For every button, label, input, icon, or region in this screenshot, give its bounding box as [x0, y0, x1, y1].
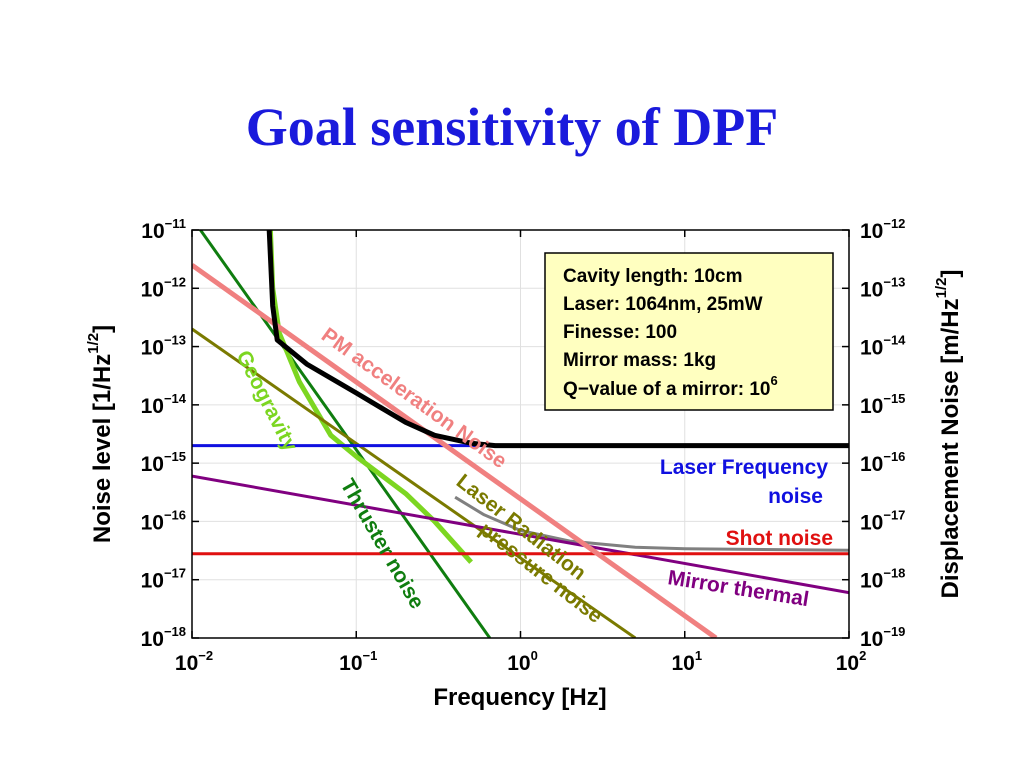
y-tick-label: 10−14: [141, 391, 187, 418]
y2-tick-label: 10−18: [860, 566, 905, 593]
parameters-box: Cavity length: 10cm Laser: 1064nm, 25mW …: [544, 252, 834, 411]
x-tick-label-exp: 2: [859, 648, 866, 663]
x-tick-label-exp: 0: [531, 648, 538, 663]
y-tick-label-base: 10: [141, 220, 164, 243]
x-tick-label: 100: [507, 648, 538, 675]
y-tick-label-exp: −16: [164, 507, 186, 522]
param-mirror-mass: Mirror mass: 1kg: [563, 350, 716, 371]
y2-axis-title-sup: 1/2: [933, 278, 950, 299]
x-tick-label-exp: −2: [198, 648, 213, 663]
x-axis-title: Frequency [Hz]: [433, 684, 606, 711]
y-tick-label: 10−17: [141, 566, 186, 593]
y2-tick-label: 10−17: [860, 507, 905, 534]
series-pm-acceleration-noise: [192, 263, 718, 638]
axis-ticks: 10−2 10−1 100 101 10210−1810−1710−1610−1510−…: [141, 216, 907, 675]
y2-tick-label: 10−15: [860, 391, 905, 418]
y-tick-label: 10−11: [141, 216, 186, 243]
x-tick-label: 101: [671, 648, 702, 675]
x-tick-label-exp: 1: [695, 648, 702, 663]
y-tick-label: 10−16: [141, 507, 186, 534]
y2-tick-label-base: 10: [860, 570, 883, 593]
y2-tick-label-base: 10: [860, 628, 883, 651]
y2-tick-label-exp: −18: [883, 566, 905, 581]
x-tick-label-base: 10: [339, 652, 362, 675]
y-tick-label-base: 10: [141, 453, 164, 476]
y-tick-label-exp: −14: [164, 391, 187, 406]
y2-tick-label: 10−19: [860, 624, 905, 651]
y-tick-label-exp: −17: [164, 566, 186, 581]
y2-tick-label-exp: −15: [883, 391, 905, 406]
param-q-value-text: Q−value of a mirror: 10: [563, 379, 771, 400]
y2-tick-label-exp: −19: [883, 624, 905, 639]
noise-curves: [192, 230, 849, 638]
y2-tick-label-base: 10: [860, 511, 883, 534]
y2-tick-label: 10−16: [860, 449, 905, 476]
x-tick-label: 10−2: [175, 648, 213, 675]
y2-tick-label: 10−12: [860, 216, 905, 243]
x-tick-label-base: 10: [507, 652, 530, 675]
y-tick-label: 10−15: [141, 449, 186, 476]
y-tick-label-base: 10: [141, 511, 164, 534]
x-tick-label: 102: [836, 648, 867, 675]
param-q-value: Q−value of a mirror: 106: [563, 373, 778, 400]
y2-tick-label-base: 10: [860, 395, 883, 418]
y-axis-title-main: Noise level [1/Hz: [89, 354, 116, 543]
series-laser-radiation-pressure-noise: [192, 327, 637, 638]
y2-tick-label-exp: −17: [883, 507, 905, 522]
param-q-value-exponent: 6: [771, 373, 778, 388]
series-mirror-thermal: [192, 474, 849, 595]
label-laser-frequency-noise: noise: [768, 485, 823, 508]
param-laser: Laser: 1064nm, 25mW: [563, 294, 763, 315]
y-tick-label-exp: −13: [164, 333, 186, 348]
y2-tick-label-exp: −14: [883, 333, 906, 348]
x-tick-label-base: 10: [671, 652, 694, 675]
x-tick-label-exp: −1: [363, 648, 378, 663]
y2-tick-label-exp: −13: [883, 274, 905, 289]
y-tick-label-exp: −15: [164, 449, 186, 464]
y-tick-label-base: 10: [141, 337, 164, 360]
label-laser-frequency: Laser Frequency: [660, 456, 828, 479]
y2-tick-label-base: 10: [860, 220, 883, 243]
label-shot-noise: Shot noise: [726, 527, 833, 550]
y2-axis-title: Displacement Noise [m/Hz1/2]: [933, 270, 964, 599]
y2-tick-label-base: 10: [860, 453, 883, 476]
y-axis-title-end: ]: [89, 325, 116, 333]
y-tick-label: 10−18: [141, 624, 186, 651]
y2-tick-label-base: 10: [860, 337, 883, 360]
y-axis-title-sup: 1/2: [85, 333, 102, 354]
series-thruster-noise: [198, 230, 492, 638]
y2-tick-label-exp: −16: [883, 449, 905, 464]
slide-title: Goal sensitivity of DPF: [245, 97, 779, 157]
y2-axis-title-end: ]: [937, 270, 964, 278]
y-tick-label-exp: −18: [164, 624, 186, 639]
param-finesse: Finesse: 100: [563, 322, 677, 343]
y-tick-label-base: 10: [141, 628, 164, 651]
y2-tick-label: 10−13: [860, 274, 905, 301]
x-tick-label-base: 10: [836, 652, 859, 675]
y-tick-label-exp: −11: [165, 216, 186, 231]
y-axis-title: Noise level [1/Hz1/2]: [85, 325, 116, 543]
y-tick-label-base: 10: [141, 570, 164, 593]
y-tick-label-base: 10: [141, 395, 164, 418]
y-tick-label-exp: −12: [164, 274, 186, 289]
param-cavity-length: Cavity length: 10cm: [563, 266, 743, 287]
y2-tick-label-base: 10: [860, 278, 883, 301]
x-tick-label: 10−1: [339, 648, 377, 675]
curve-group: [192, 230, 849, 638]
y-tick-label-base: 10: [141, 278, 164, 301]
y2-tick-label-exp: −12: [883, 216, 905, 231]
y2-axis-title-main: Displacement Noise [m/Hz: [937, 298, 964, 598]
y-tick-label: 10−13: [141, 333, 186, 360]
y2-tick-label: 10−14: [860, 333, 906, 360]
x-tick-label-base: 10: [175, 652, 198, 675]
series-curve-8: [266, 230, 849, 449]
series-curve-3: [454, 495, 849, 552]
y-tick-label: 10−12: [141, 274, 186, 301]
parameters-box-background: [544, 252, 834, 411]
